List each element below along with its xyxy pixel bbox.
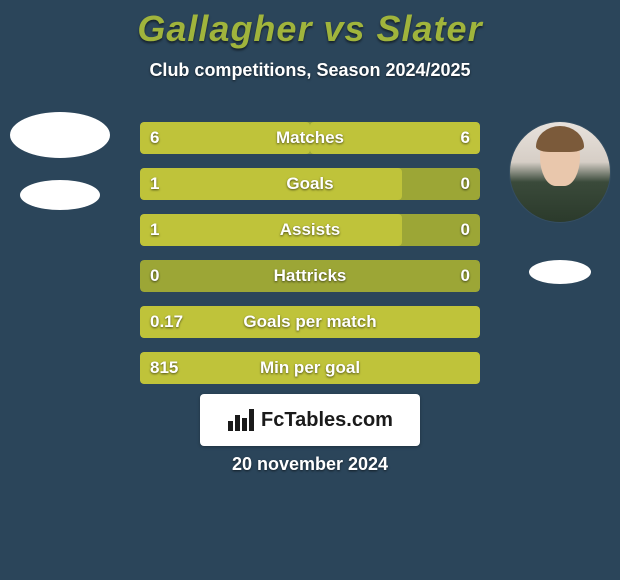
stat-value-left: 0.17 [150, 306, 183, 338]
stat-row: Matches6 6 [140, 122, 480, 154]
stat-label: Min per goal [140, 352, 480, 384]
stat-row: Hattricks0 0 [140, 260, 480, 292]
stats-container: Matches66Goals10Assists10Hattricks00Goal… [140, 122, 480, 398]
stat-label: Goals per match [140, 306, 480, 338]
avatars-left [10, 112, 110, 232]
stat-label: Goals [140, 168, 480, 200]
title-player2: Slater [377, 8, 483, 49]
stat-value-left: 815 [150, 352, 178, 384]
avatar-placeholder [10, 112, 110, 158]
stat-value-left: 1 [150, 214, 159, 246]
avatar-placeholder [20, 180, 100, 210]
stat-row: Goals per match0.17 [140, 306, 480, 338]
stat-value-left: 1 [150, 168, 159, 200]
stat-row: Min per goal815 [140, 352, 480, 384]
stat-label: Hattricks [140, 260, 480, 292]
title: Gallagher vs Slater [0, 8, 620, 50]
avatar-placeholder [529, 260, 591, 284]
stat-label: Assists [140, 214, 480, 246]
stat-value-right: 0 [461, 214, 470, 246]
avatars-right [510, 122, 610, 306]
stat-row: Assists1 0 [140, 214, 480, 246]
logo-text: FcTables.com [261, 409, 393, 432]
title-vs: vs [323, 8, 365, 49]
title-player1: Gallagher [137, 8, 312, 49]
bars-icon [227, 409, 255, 431]
logo: FcTables.com [200, 394, 420, 446]
stat-value-right: 6 [461, 122, 470, 154]
subtitle: Club competitions, Season 2024/2025 [0, 60, 620, 81]
stat-label: Matches [140, 122, 480, 154]
stat-value-left: 0 [150, 260, 159, 292]
stat-row: Goals1 0 [140, 168, 480, 200]
date: 20 november 2024 [0, 454, 620, 475]
stat-value-right: 0 [461, 168, 470, 200]
stat-value-right: 0 [461, 260, 470, 292]
player-photo [510, 122, 610, 222]
stat-value-left: 6 [150, 122, 159, 154]
